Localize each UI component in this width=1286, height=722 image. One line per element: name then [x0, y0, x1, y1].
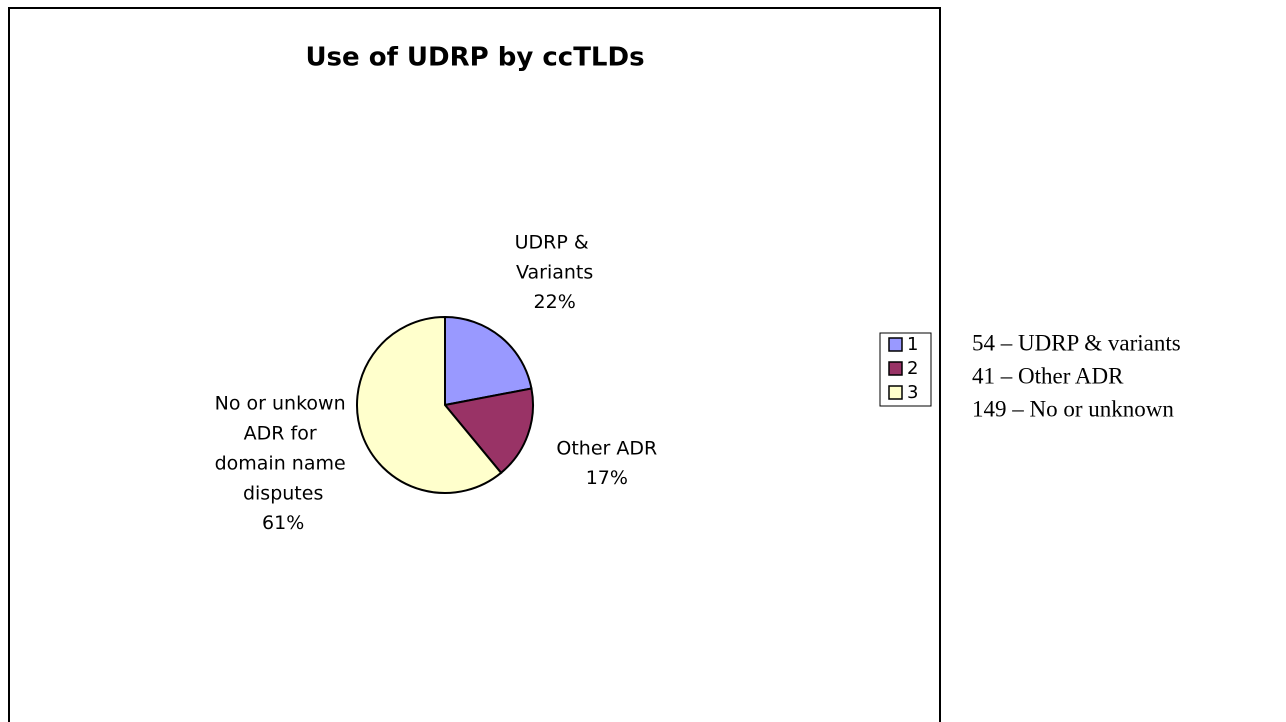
legend-swatch	[888, 337, 903, 352]
slice-value-label: 17%	[586, 467, 628, 489]
pie-slice	[443, 387, 534, 475]
legend-swatch	[888, 361, 903, 376]
legend-box	[879, 332, 932, 407]
pie-slice	[444, 315, 533, 407]
slice-label: UDRP & Variants	[515, 231, 595, 283]
slice-label: No or unkown ADR for domain name dispute…	[215, 392, 352, 504]
legend-label: 3	[907, 382, 918, 403]
legend-swatch	[888, 385, 903, 400]
slice-label: Other ADR	[556, 437, 657, 459]
slice-value-label: 61%	[262, 512, 304, 534]
annotation: 54 – UDRP & variants	[972, 330, 1181, 355]
pie-slice	[356, 315, 503, 494]
slice-value-label: 22%	[534, 291, 576, 313]
legend-label: 2	[907, 358, 918, 379]
chart-title: Use of UDRP by ccTLDs	[305, 43, 644, 73]
annotation: 41 – Other ADR	[972, 363, 1124, 388]
annotation: 149 – No or unknown	[972, 396, 1174, 421]
legend-label: 1	[907, 334, 918, 355]
